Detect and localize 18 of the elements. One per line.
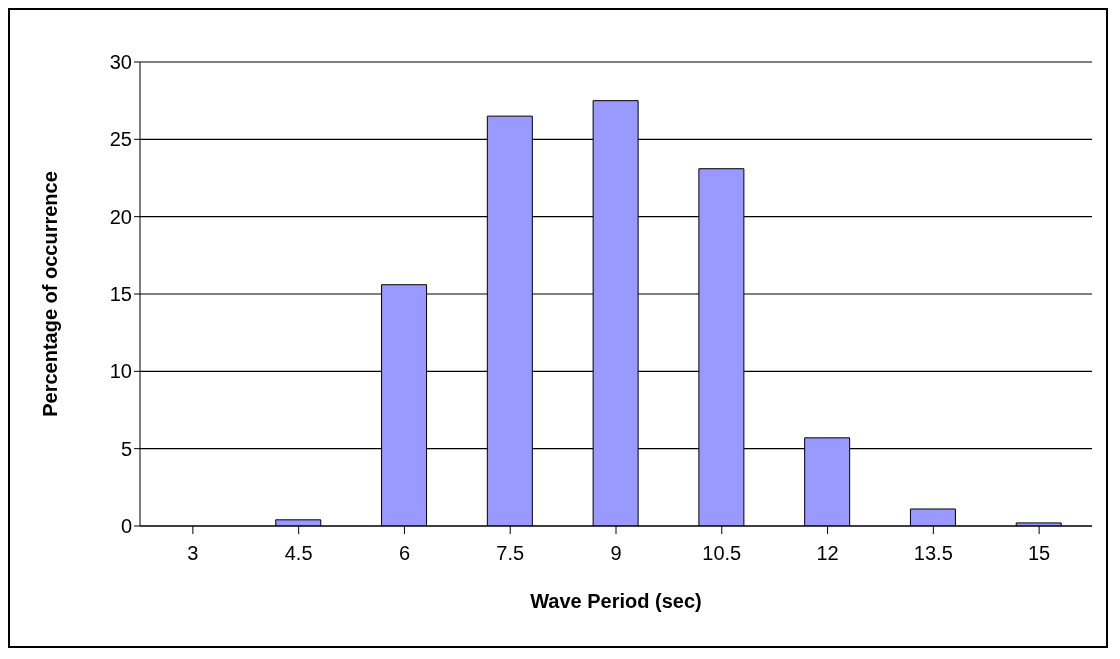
y-tick-label: 20 xyxy=(109,205,132,228)
x-tick-label: 12 xyxy=(816,542,839,565)
x-tick-label: 10.5 xyxy=(702,542,742,565)
x-tick-label: 7.5 xyxy=(496,542,525,565)
x-tick-label: 4.5 xyxy=(284,542,313,565)
y-tick-label: 5 xyxy=(120,437,132,460)
x-tick-label: 3 xyxy=(187,542,199,565)
x-tick-label: 13.5 xyxy=(913,542,953,565)
x-axis-title: Wave Period (sec) xyxy=(530,590,702,612)
y-axis-title: Percentage of occurrence xyxy=(39,171,62,417)
y-tick-label: 25 xyxy=(109,128,132,151)
y-tick-label: 30 xyxy=(109,51,132,74)
x-tick-label: 15 xyxy=(1027,542,1051,565)
y-tick-label: 15 xyxy=(109,283,132,306)
x-tick-label: 9 xyxy=(610,542,622,565)
y-tick-label: 0 xyxy=(120,515,132,538)
y-tick-label: 10 xyxy=(109,360,132,383)
x-tick-label: 6 xyxy=(398,542,411,565)
